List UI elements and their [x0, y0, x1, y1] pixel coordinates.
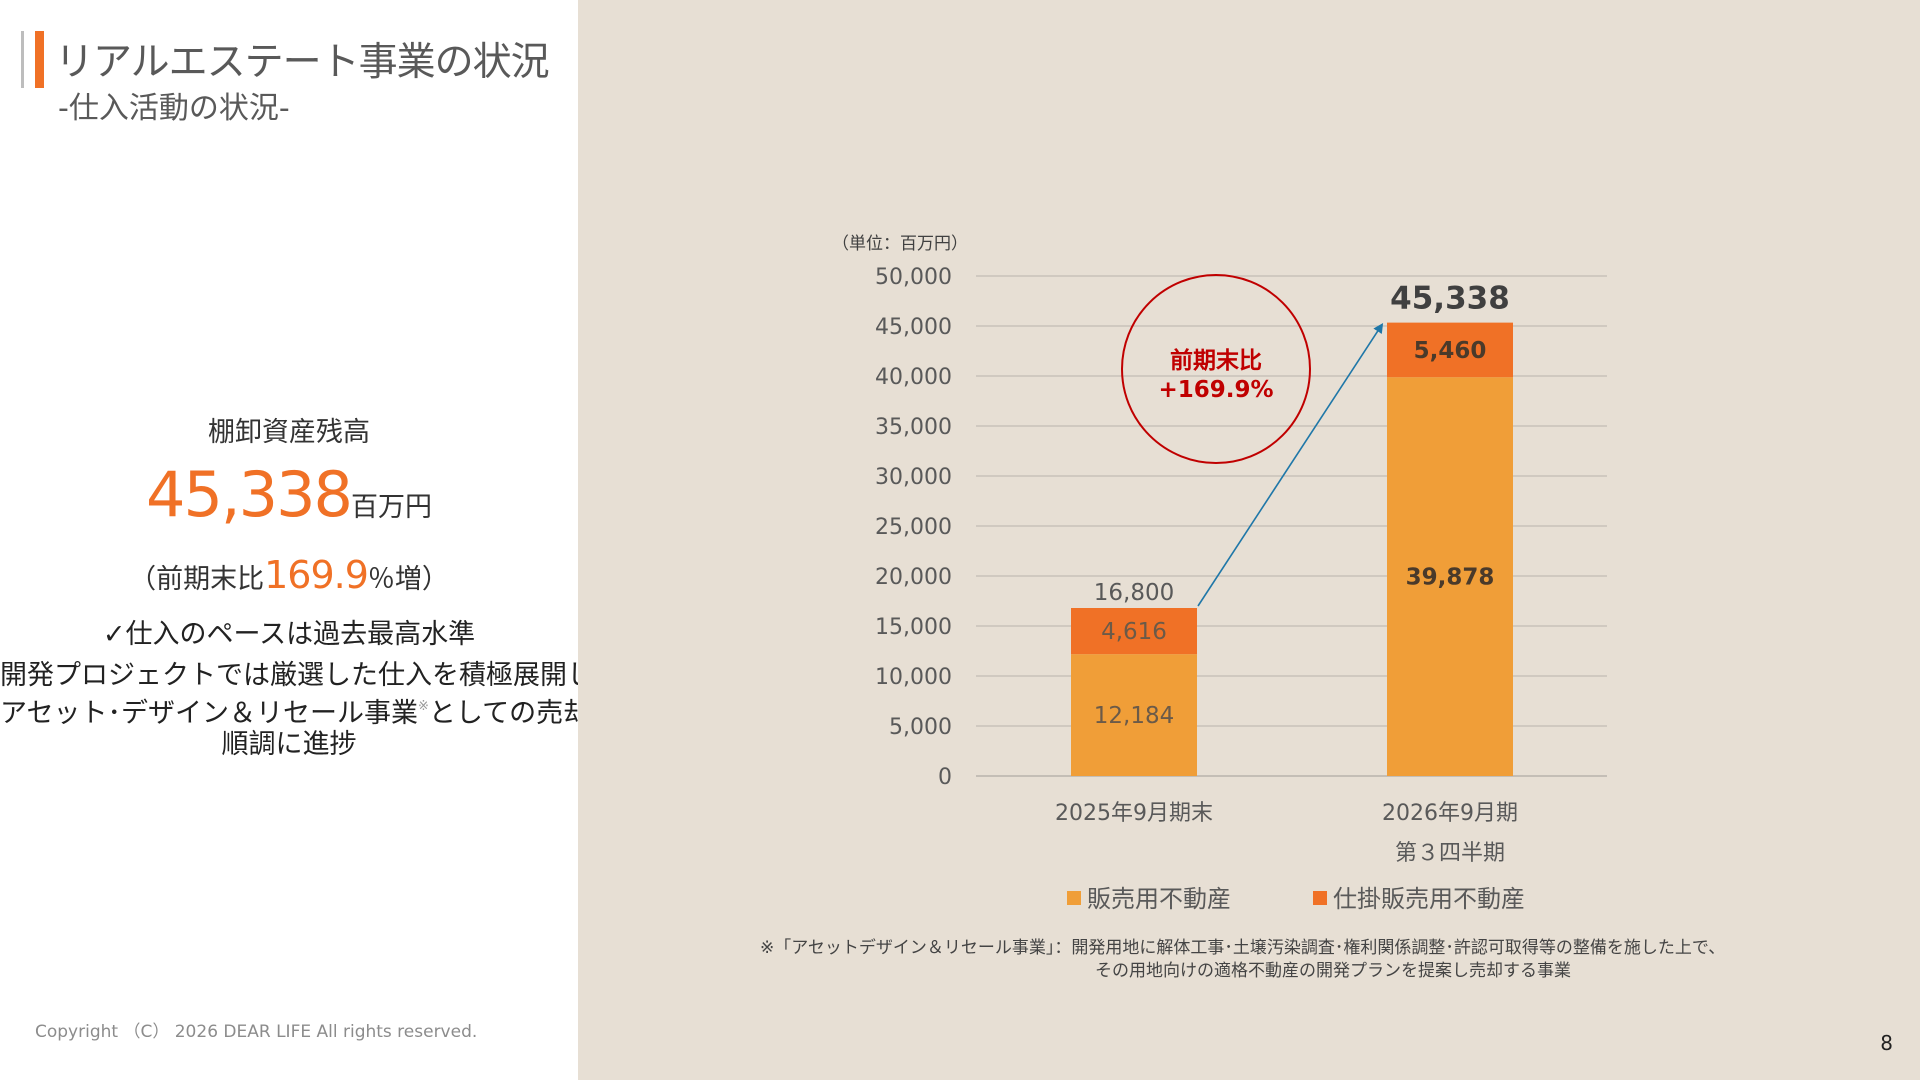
y-tick-label: 5,000 [889, 715, 952, 740]
kpi-label: 棚卸資産残高 [208, 417, 370, 448]
x-category-label: 2026年9月期 [1382, 801, 1518, 826]
bar-segment [1387, 377, 1513, 776]
bar-value-label: 5,460 [1414, 338, 1487, 364]
kpi-growth-value: 169.9 [264, 553, 369, 597]
y-tick-label: 40,000 [875, 365, 952, 390]
footnote-line1: ※「アセットデザイン＆リセール事業」：開発用地に解体工事･土壌汚染調査･権利関係… [760, 938, 1726, 958]
title-accent-orange [35, 31, 44, 88]
x-category-label: 2025年9月期末 [1055, 801, 1213, 826]
bar-segment [1071, 608, 1197, 655]
y-tick-label: 0 [938, 765, 952, 790]
kpi-value-row: 45,338百万円 [0, 458, 578, 531]
bar-total-label: 45,338 [1390, 281, 1510, 317]
kpi-description: 開発プロジェクトでは厳選した仕入を積極展開しつつ アセット･デザイン＆リセール事… [0, 660, 647, 760]
bar-value-label: 39,878 [1406, 565, 1495, 591]
bar-value-label: 4,616 [1101, 619, 1167, 645]
growth-annotation-label: 前期末比 [1170, 347, 1262, 374]
kpi-value: 45,338 [146, 458, 353, 531]
y-tick-label: 30,000 [875, 465, 952, 490]
kpi-growth-suffix: ％増） [367, 564, 449, 595]
kpi-desc-line3: 順調に進捗 [221, 729, 357, 760]
right-panel [578, 0, 1920, 1080]
bar-segment [1071, 654, 1197, 776]
page-title: リアルエステート事業の状況 [55, 40, 550, 85]
page-subtitle: -仕入活動の状況- [58, 91, 290, 126]
kpi-desc-line1: 開発プロジェクトでは厳選した仕入を積極展開しつつ [0, 660, 647, 691]
growth-circle [1121, 274, 1311, 464]
bar-value-label: 12,184 [1094, 703, 1174, 729]
kpi-unit: 百万円 [350, 492, 432, 523]
y-tick-label: 10,000 [875, 665, 952, 690]
legend-swatch [1313, 891, 1327, 905]
growth-arrow [1197, 322, 1384, 607]
growth-annotation-value: +169.9% [1158, 377, 1273, 403]
copyright: Copyright （C） 2026 DEAR LIFE All rights … [35, 1022, 478, 1042]
y-tick-label: 20,000 [875, 565, 952, 590]
y-tick-label: 35,000 [875, 415, 952, 440]
footnote-mark: ※ [417, 699, 429, 714]
kpi-check-point: ✓仕入のペースは過去最高水準 [102, 619, 476, 650]
x-category-label: 第３四半期 [1395, 841, 1505, 866]
page-number: 8 [1880, 1031, 1893, 1055]
kpi-desc-line2a: アセット･デザイン＆リセール事業 [0, 698, 418, 729]
y-tick-label: 45,000 [875, 315, 952, 340]
chart-unit-label: （単位：百万円） [832, 234, 968, 254]
kpi-growth-row: （前期末比169.9％増） [0, 553, 578, 597]
title-accent-gray [21, 31, 24, 88]
y-tick-label: 50,000 [875, 265, 952, 290]
legend-swatch [1067, 891, 1081, 905]
legend-label: 仕掛販売用不動産 [1333, 885, 1525, 913]
footnote: ※「アセットデザイン＆リセール事業」：開発用地に解体工事･土壌汚染調査･権利関係… [760, 937, 1725, 983]
y-tick-label: 25,000 [875, 515, 952, 540]
y-tick-label: 15,000 [875, 615, 952, 640]
left-panel: リアルエステート事業の状況 -仕入活動の状況- 棚卸資産残高 45,338百万円… [0, 0, 647, 1080]
footnote-line2: その用地向けの適格不動産の開発プランを提案し売却する事業 [1095, 961, 1571, 981]
legend-label: 販売用不動産 [1087, 885, 1231, 913]
kpi-growth-prefix: （前期末比 [129, 564, 265, 595]
bar-total-label: 16,800 [1094, 580, 1174, 606]
bar-segment [1387, 322, 1513, 378]
